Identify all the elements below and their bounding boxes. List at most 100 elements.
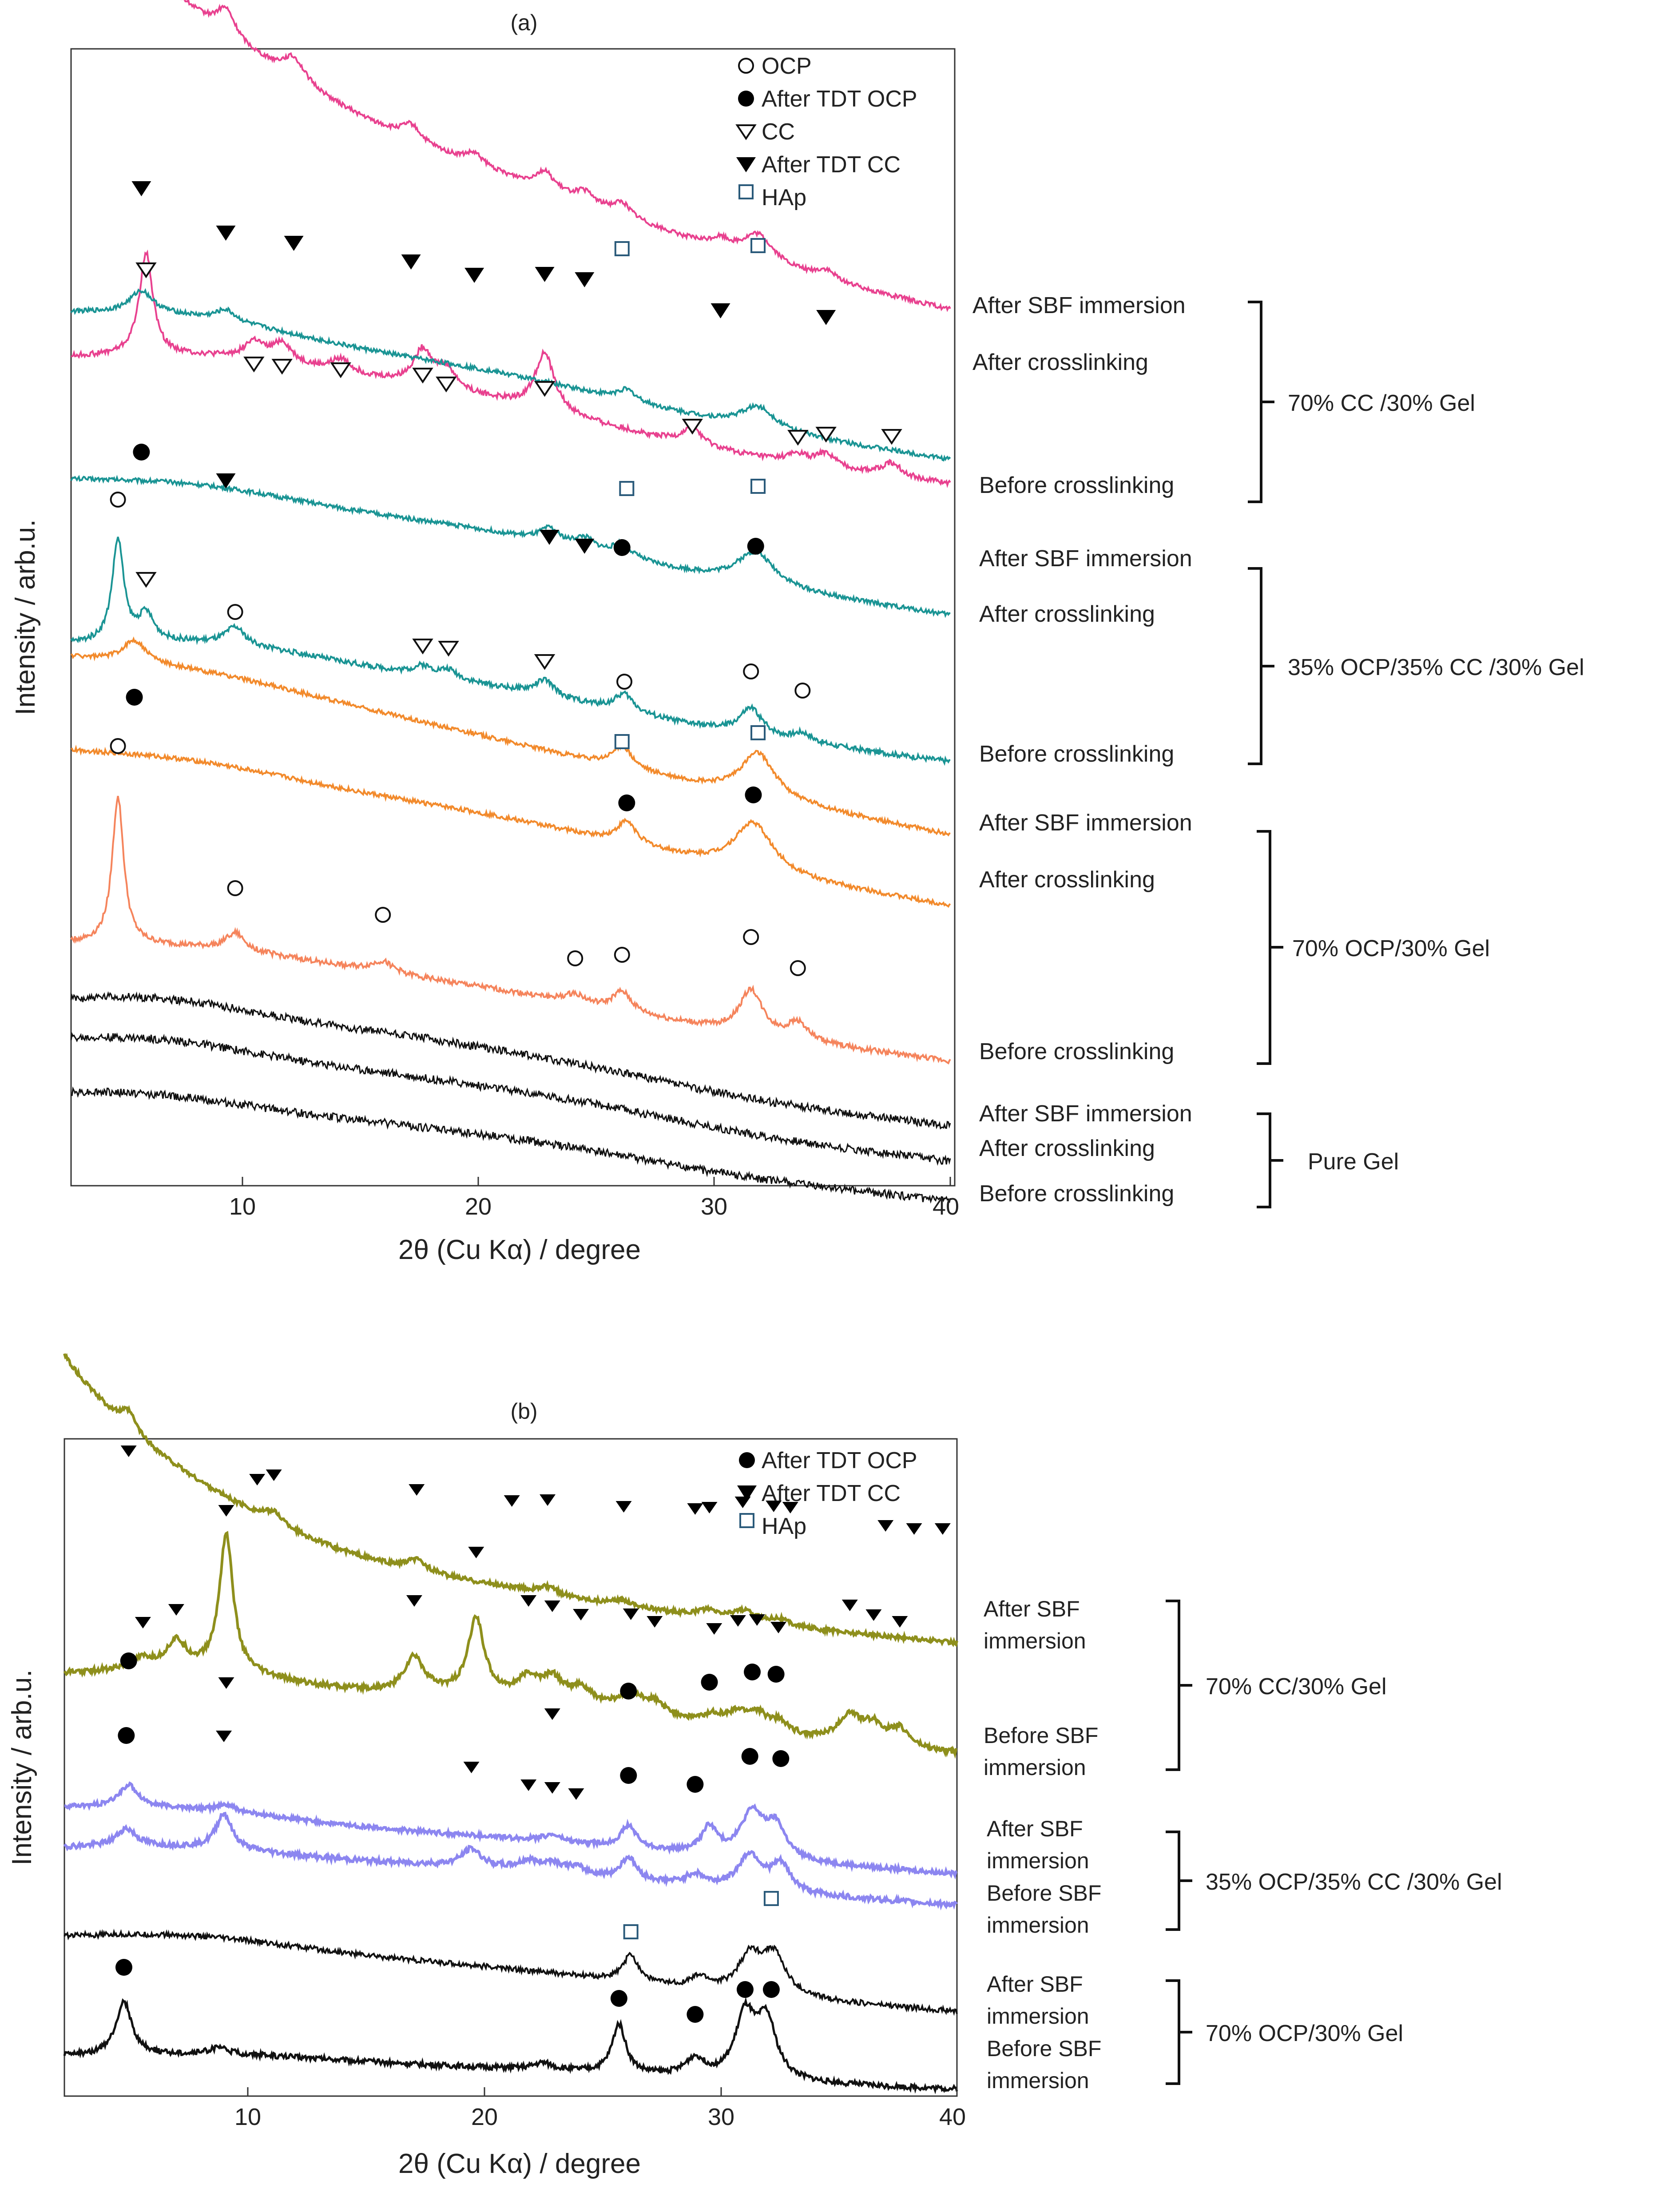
open-square-peak-marker — [614, 734, 630, 749]
filled-triangle-peak-marker — [120, 1446, 137, 1457]
filled-triangle-peak-marker — [575, 272, 595, 287]
panel-b-group-labels: 70% CC/30% Gel 35% OCP/35% CC /30% Gel 7… — [1206, 1674, 1502, 2046]
trace-label: immersion — [984, 1628, 1086, 1653]
filled-circle-peak-marker — [741, 1748, 758, 1765]
panel-a-trace-cc-after-sbf — [181, 0, 951, 312]
filled-triangle-peak-marker — [540, 530, 560, 545]
trace-label: immersion — [987, 1848, 1089, 1873]
filled-triangle-peak-marker — [409, 1484, 425, 1496]
panel-a-plot-frame — [70, 48, 956, 1187]
filled-triangle-peak-marker — [464, 268, 484, 283]
panel-a-label: (a) — [510, 10, 537, 35]
trace-label: Before SBF — [984, 1723, 1098, 1748]
filled-circle-peak-marker — [687, 2006, 704, 2023]
open-circle-peak-marker — [110, 738, 126, 754]
filled-triangle-peak-marker — [520, 1779, 537, 1791]
panel-b-trace-cc-after-sbf — [63, 1353, 958, 1648]
filled-triangle-peak-marker — [401, 254, 421, 270]
panel-b-legend-label: After TDT OCP — [762, 1448, 917, 1473]
group-label: 70% CC/30% Gel — [1206, 1674, 1387, 1700]
bracket — [1166, 1600, 1192, 1771]
filled-circle-peak-marker — [126, 689, 143, 706]
panel-b: (b) 10 20 30 40 2θ (Cu Kα) / degree Inte… — [7, 1353, 1502, 2179]
legend-open-square-symbol — [739, 1513, 754, 1528]
legend-filled-triangle-symbol — [736, 157, 756, 172]
open-triangle-peak-marker — [534, 381, 556, 397]
trace-label: Before crosslinking — [979, 741, 1174, 767]
filled-triangle-peak-marker — [266, 1469, 282, 1481]
panel-b-x-axis-label: 2θ (Cu Kα) / degree — [398, 2148, 641, 2179]
filled-circle-peak-marker — [744, 1664, 761, 1680]
panel-b-trace-cc-before-sbf — [63, 1531, 957, 1759]
trace-label: After SBF immersion — [979, 810, 1192, 836]
trace-label: After crosslinking — [979, 1136, 1155, 1161]
open-circle-peak-marker — [794, 683, 811, 699]
panel-a-x-tick-label: 10 — [229, 1193, 256, 1220]
filled-triangle-peak-marker — [131, 181, 151, 196]
filled-triangle-peak-marker — [535, 267, 555, 282]
trace-label: Before crosslinking — [979, 1181, 1174, 1207]
panel-a-x-ticks: 10 20 30 40 — [229, 1177, 959, 1220]
open-circle-peak-marker — [227, 604, 243, 620]
panel-a-trace-gel-after-sbf — [70, 991, 951, 1130]
bracket — [1257, 1112, 1283, 1208]
trace-label: After SBF immersion — [979, 546, 1192, 572]
panel-a-x-tick-label: 30 — [701, 1193, 727, 1220]
open-triangle-peak-marker — [243, 357, 265, 373]
group-label: 35% OCP/35% CC /30% Gel — [1206, 1869, 1502, 1895]
filled-triangle-peak-marker — [877, 1520, 894, 1532]
filled-triangle-peak-marker — [749, 1614, 765, 1626]
filled-circle-peak-marker — [745, 786, 762, 803]
panel-a-trace-ocpcc-before-crosslinking — [70, 536, 951, 766]
panel-b-trace-ocp-after-sbf — [64, 1928, 958, 2016]
group-label: Pure Gel — [1308, 1149, 1399, 1175]
open-triangle-peak-marker — [436, 377, 457, 393]
filled-triangle-peak-marker — [468, 1547, 484, 1558]
filled-circle-peak-marker — [613, 539, 631, 556]
panel-a-x-axis-label: 2θ (Cu Kα) / degree — [398, 1235, 641, 1265]
panel-a-trace-ocp-after-sbf — [71, 636, 951, 837]
panel-b-x-tick-label: 20 — [471, 2104, 498, 2130]
filled-triangle-peak-marker — [216, 226, 236, 241]
panel-a-y-axis-label: Intensity / arb.u. — [10, 519, 41, 715]
trace-label: immersion — [987, 2068, 1089, 2093]
open-square-peak-marker — [763, 1891, 779, 1906]
filled-triangle-peak-marker — [135, 1617, 151, 1628]
filled-triangle-peak-marker — [216, 473, 236, 488]
open-triangle-peak-marker — [787, 430, 809, 446]
filled-triangle-peak-marker — [540, 1494, 556, 1506]
filled-triangle-peak-marker — [766, 1501, 782, 1512]
open-square-peak-marker — [623, 1924, 639, 1939]
group-label: 70% OCP/30% Gel — [1206, 2021, 1403, 2046]
panel-a-legend-label: HAp — [762, 185, 806, 210]
panel-a-trace-ocp-after-crosslinking — [71, 744, 951, 908]
open-circle-peak-marker — [616, 674, 633, 690]
filled-triangle-peak-marker — [544, 1600, 560, 1612]
panel-b-trace-ocp-before-sbf — [63, 1997, 958, 2094]
panel-a: (a) 10 20 30 40 2θ (Cu Kα) / de — [10, 0, 1584, 1265]
filled-triangle-peak-marker — [573, 1609, 589, 1620]
panel-b-x-ticks: 10 20 30 40 — [234, 2087, 966, 2130]
panel-b-peak-markers — [115, 1446, 951, 2023]
panel-a-trace-gel-before-crosslinking — [71, 1086, 951, 1204]
filled-circle-peak-marker — [762, 1981, 780, 1998]
filled-triangle-peak-marker — [892, 1616, 908, 1628]
filled-triangle-peak-marker — [218, 1505, 234, 1517]
trace-label: After SBF — [984, 1596, 1080, 1621]
open-circle-peak-marker — [614, 947, 630, 963]
open-triangle-peak-marker — [271, 359, 293, 375]
panel-b-trace-ocpcc-before-sbf — [63, 1811, 958, 1911]
filled-triangle-peak-marker — [816, 310, 836, 325]
panel-b-legend: After TDT OCP After TDT CC HAp — [737, 1448, 917, 1539]
bracket — [1166, 1979, 1192, 2085]
filled-circle-peak-marker — [115, 1959, 132, 1976]
panel-a-trace-ocp-before-crosslinking — [70, 796, 951, 1065]
group-label: 70% OCP/30% Gel — [1292, 936, 1490, 961]
open-circle-peak-marker — [567, 950, 583, 966]
filled-triangle-peak-marker — [782, 1502, 798, 1513]
open-square-peak-marker — [750, 725, 766, 740]
panel-a-trace-ocpcc-after-crosslinking — [70, 475, 951, 618]
trace-label: After SBF — [987, 1972, 1083, 1997]
trace-label: After SBF immersion — [979, 1101, 1192, 1127]
filled-triangle-peak-marker — [544, 1782, 560, 1794]
